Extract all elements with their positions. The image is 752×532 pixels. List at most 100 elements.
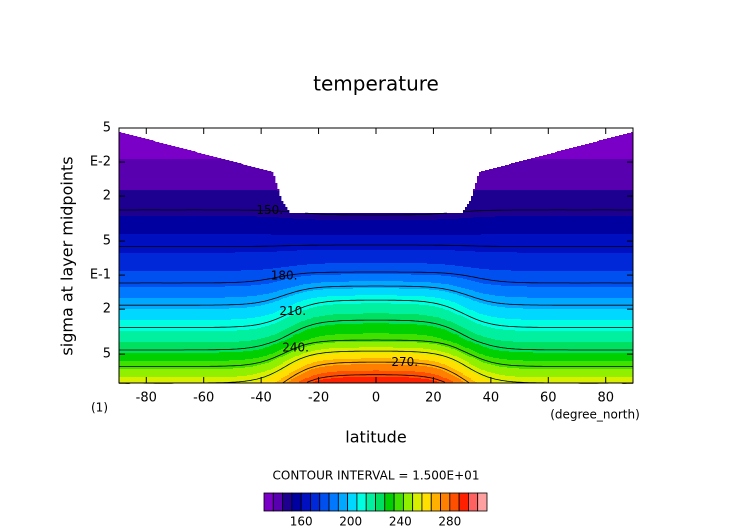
contour-fill — [433, 220, 436, 236]
contour-fill — [239, 190, 242, 217]
contour-fill — [253, 167, 256, 191]
contour-fill — [305, 320, 308, 331]
contour-fill — [121, 331, 124, 343]
contour-fill — [301, 332, 304, 342]
contour-fill — [595, 377, 598, 384]
contour-fill — [181, 190, 184, 217]
contour-fill — [519, 319, 522, 332]
contour-fill — [241, 360, 244, 369]
contour-fill — [245, 367, 248, 377]
contour-fill — [163, 298, 166, 310]
contour-fill — [387, 323, 390, 334]
contour-fill — [217, 331, 220, 343]
contour-fill — [217, 342, 220, 354]
contour-fill — [597, 309, 600, 321]
contour-fill — [469, 341, 472, 350]
contour-fill — [215, 271, 218, 288]
contour-fill — [413, 220, 416, 236]
contour-fill — [351, 220, 354, 236]
contour-fill — [551, 298, 554, 310]
contour-fill — [403, 213, 406, 221]
contour-fill — [561, 287, 564, 299]
contour-fill — [197, 190, 200, 217]
contour-fill — [131, 353, 134, 362]
contour-fill — [229, 369, 232, 378]
contour-fill — [399, 281, 402, 290]
contour-fill — [615, 353, 618, 362]
contour-fill — [613, 298, 616, 310]
contour-fill — [143, 342, 146, 354]
contour-fill — [399, 213, 402, 221]
contour-fill — [493, 339, 496, 351]
contour-fill — [401, 250, 404, 264]
contour-fill — [505, 376, 508, 384]
contour-fill — [361, 347, 364, 354]
contour-fill — [207, 253, 210, 272]
plot-frame — [118, 127, 634, 384]
contour-fill — [579, 146, 582, 160]
contour-fill — [167, 190, 170, 217]
contour-fill — [567, 271, 570, 288]
contour-fill — [629, 216, 632, 235]
contour-fill — [273, 292, 276, 303]
contour-fill — [497, 358, 500, 367]
contour-fill — [373, 358, 376, 365]
contour-fill — [355, 371, 358, 378]
contour-fill — [367, 250, 370, 264]
contour-fill — [365, 347, 368, 354]
contour-fill — [237, 163, 240, 191]
contour-fill — [555, 190, 558, 217]
contour-fill — [309, 219, 312, 236]
contour-fill — [269, 362, 272, 371]
contour-fill — [353, 288, 356, 297]
contour-fill — [331, 250, 334, 264]
contour-fill — [395, 304, 398, 315]
contour-fill — [123, 342, 126, 354]
contour-fill — [351, 314, 354, 325]
contour-fill — [567, 287, 570, 299]
contour-fill — [503, 252, 506, 271]
contour-fill — [287, 251, 290, 268]
contour-fill — [331, 213, 334, 221]
contour-fill — [151, 287, 154, 299]
contour-fill — [485, 190, 488, 218]
contour-fill — [139, 353, 142, 362]
contour-fill — [393, 250, 396, 264]
contour-fill — [291, 365, 294, 373]
contour-fill — [293, 266, 296, 279]
contour-fill — [533, 320, 536, 332]
contour-fill — [317, 337, 320, 345]
contour-fill — [447, 373, 450, 380]
contour-fill — [153, 342, 156, 354]
contour-fill — [509, 297, 512, 309]
contour-fill — [335, 314, 338, 325]
colorbar-swatch — [337, 492, 349, 512]
contour-fill — [345, 235, 348, 251]
contour-fill — [551, 309, 554, 321]
contour-fill — [485, 347, 488, 357]
contour-fill — [385, 364, 388, 372]
contour-fill — [129, 320, 132, 332]
contour-fill — [247, 359, 250, 368]
contour-fill — [377, 274, 380, 282]
contour-fill — [405, 274, 408, 283]
contour-fill — [377, 347, 380, 354]
contour-fill — [189, 309, 192, 321]
x-tick-label: 40 — [483, 391, 500, 406]
contour-fill — [411, 282, 414, 290]
contour-fill — [567, 369, 570, 378]
contour-fill — [503, 270, 506, 287]
contour-fill — [517, 234, 520, 254]
contour-fill — [261, 327, 264, 339]
contour-fill — [573, 298, 576, 310]
contour-fill — [139, 309, 142, 321]
contour-fill — [319, 250, 322, 265]
contour-fill — [145, 309, 148, 321]
contour-fill — [439, 369, 442, 377]
contour-fill — [443, 299, 446, 310]
contour-fill — [493, 317, 496, 329]
contour-fill — [143, 298, 146, 310]
contour-fill — [297, 362, 300, 370]
contour-fill — [553, 361, 556, 370]
